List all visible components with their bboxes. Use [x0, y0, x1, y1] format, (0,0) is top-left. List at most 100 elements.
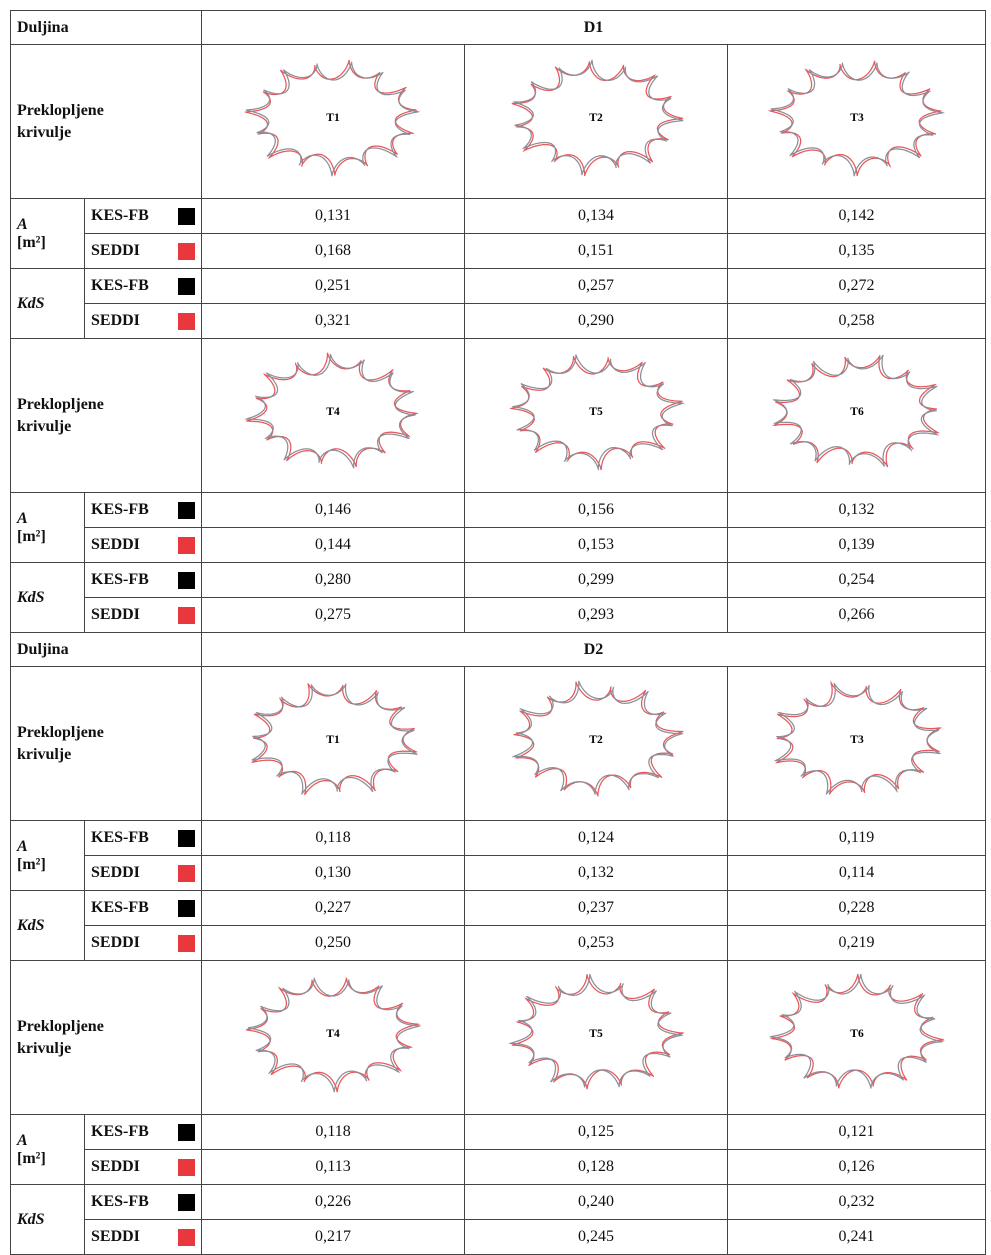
data-row: KdS KES-FB 0,280 0,299 0,254 [10, 562, 987, 633]
curve-cell: T2 [464, 666, 729, 821]
grey-curve [247, 977, 422, 1093]
sample-label: T1 [326, 734, 340, 746]
method: SEDDI [91, 1228, 196, 1246]
value: 0,254 [727, 562, 987, 598]
value: 0,142 [727, 198, 987, 234]
method-cell: SEDDI [83, 1219, 203, 1255]
method-cell: KES-FB [83, 562, 203, 598]
method-cell: SEDDI [83, 233, 203, 269]
data-row: A [m²] KES-FB 0,118 0,124 0,119 [10, 820, 987, 891]
method: SEDDI [91, 1158, 196, 1176]
unit: [m²] [17, 855, 46, 873]
data-row: A [m²] KES-FB 0,146 0,156 0,132 [10, 492, 987, 563]
sample-label: T1 [326, 112, 340, 124]
sample-label: T6 [850, 1028, 864, 1040]
method-cell: SEDDI [83, 527, 203, 563]
sample-label: T3 [850, 112, 864, 124]
red-curve [511, 61, 684, 177]
symbol: A [17, 837, 28, 855]
grey-curve [245, 61, 421, 177]
value: 0,226 [201, 1184, 466, 1220]
curves-row: Preklopljene krivulje T1 T2 T3 [9, 44, 987, 199]
symbol: KdS [17, 916, 45, 934]
grey-curve [251, 683, 418, 795]
method-cell: SEDDI [83, 1149, 203, 1185]
method-swatch [178, 1193, 196, 1211]
grey-curve [773, 682, 941, 795]
symbol-cell: KdS [10, 890, 85, 961]
method-name: SEDDI [91, 864, 140, 881]
symbol: A [17, 509, 28, 527]
method-swatch [178, 829, 196, 847]
method-swatch [178, 899, 196, 917]
curve-overlay: T5 [509, 354, 686, 471]
data-row: SEDDI 0,275 0,293 0,266 [11, 597, 987, 633]
method-cell: KES-FB [83, 1184, 203, 1220]
method-cell: KES-FB [83, 492, 203, 528]
curve-cell: T1 [201, 44, 466, 199]
curve-overlay: T4 [246, 977, 422, 1093]
method: SEDDI [91, 606, 196, 624]
method: SEDDI [91, 536, 196, 554]
value: 0,126 [727, 1149, 987, 1185]
value: 0,134 [464, 198, 729, 234]
method: KES-FB [91, 207, 196, 225]
symbol-cell: A [m²] [10, 1114, 85, 1185]
method-name: SEDDI [91, 312, 140, 329]
data-row: KdS KES-FB 0,227 0,237 0,228 [10, 890, 987, 961]
data-row: SEDDI 0,168 0,151 0,135 [11, 233, 987, 269]
method-name: KES-FB [91, 829, 149, 846]
value: 0,118 [201, 1114, 466, 1150]
value: 0,151 [464, 233, 729, 269]
method-swatch [178, 536, 196, 554]
method: KES-FB [91, 277, 196, 295]
method-cell: KES-FB [83, 820, 203, 856]
sample-label: T5 [589, 406, 603, 418]
method-name: SEDDI [91, 934, 140, 951]
method-cell: SEDDI [83, 597, 203, 633]
value: 0,153 [464, 527, 729, 563]
method-swatch [178, 207, 196, 225]
grey-curve [511, 680, 684, 795]
red-curve [251, 683, 419, 796]
value: 0,227 [201, 890, 466, 926]
value: 0,121 [727, 1114, 987, 1150]
value: 0,257 [464, 268, 729, 304]
table-body: Duljina D1 Preklopljene krivulje T1 T2 T3 A [m²… [9, 10, 987, 1255]
value: 0,168 [201, 233, 466, 269]
method-swatch [178, 501, 196, 519]
method-name: KES-FB [91, 1123, 149, 1140]
unit: [m²] [17, 527, 46, 545]
curve-overlay: T1 [251, 683, 419, 796]
value: 0,245 [464, 1219, 729, 1255]
value: 0,240 [464, 1184, 729, 1220]
value: 0,113 [201, 1149, 466, 1185]
method: SEDDI [91, 242, 196, 260]
sample-label: T4 [326, 406, 340, 418]
curves-label-cell: Preklopljene krivulje [9, 666, 203, 821]
curve-overlay: T6 [768, 973, 945, 1089]
method-cell: KES-FB [83, 198, 203, 234]
curve-overlay: T2 [511, 680, 685, 797]
symbol: KdS [17, 294, 45, 312]
method: SEDDI [91, 312, 196, 330]
value: 0,156 [464, 492, 729, 528]
value: 0,128 [464, 1149, 729, 1185]
value: 0,321 [201, 303, 466, 339]
symbol-cell: A [m²] [10, 820, 85, 891]
method-swatch [178, 1123, 196, 1141]
value: 0,280 [201, 562, 466, 598]
data-row: SEDDI 0,130 0,132 0,114 [11, 855, 987, 891]
unit: [m²] [17, 233, 46, 251]
method: KES-FB [91, 829, 196, 847]
method-swatch [178, 312, 196, 330]
value: 0,251 [201, 268, 466, 304]
value: 0,132 [727, 492, 987, 528]
grey-curve [512, 354, 686, 471]
curves-label: Preklopljene krivulje [17, 101, 104, 141]
value: 0,135 [727, 233, 987, 269]
method-swatch [178, 606, 196, 624]
value: 0,299 [464, 562, 729, 598]
method-cell: SEDDI [83, 303, 203, 339]
